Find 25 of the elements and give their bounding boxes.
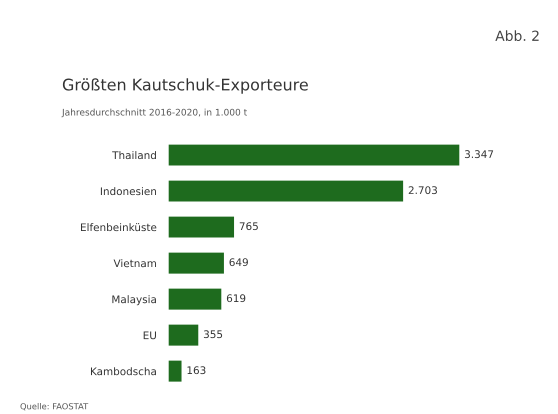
source-note: Quelle: FAOSTAT (20, 402, 88, 410)
bar (168, 251, 226, 275)
bar (168, 179, 405, 203)
data-label: 765 (240, 222, 258, 230)
data-label: 163 (188, 366, 206, 374)
bar (168, 143, 460, 167)
bar (168, 323, 200, 347)
data-label: 619 (226, 294, 246, 302)
bar (168, 287, 223, 311)
data-label: 3.347 (464, 150, 494, 158)
y-tick-label: Thailand (112, 151, 156, 160)
bar (168, 359, 183, 384)
y-tick-label: Elfenbeinküste (81, 223, 156, 232)
data-label: 355 (204, 330, 222, 338)
y-tick-label: Malaysia (112, 295, 156, 306)
y-tick-label: Vietnam (114, 259, 156, 268)
data-label: 649 (230, 258, 248, 266)
y-tick-label: Kambodscha (90, 367, 156, 376)
y-tick-label: Indonesien (100, 187, 156, 196)
chart-subtitle: Jahresdurchschnitt 2016-2020, in 1.000 t (62, 108, 247, 118)
caption: Abb. 2 (495, 30, 539, 42)
bar (168, 215, 236, 239)
chart-title: Größten Kautschuk-Exporteure (62, 78, 308, 94)
data-label: 2.703 (408, 186, 437, 194)
y-tick-label: EU (144, 331, 156, 340)
